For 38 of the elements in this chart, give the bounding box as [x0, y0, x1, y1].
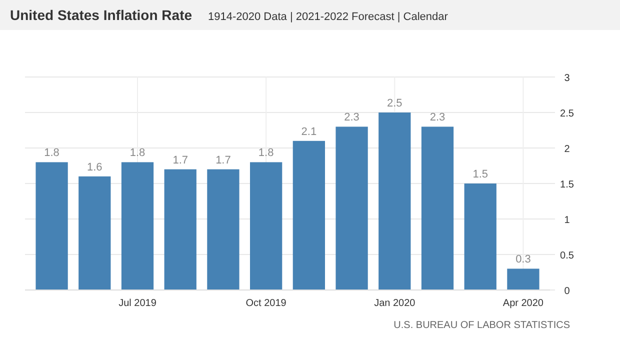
x-tick-label: Jan 2020	[374, 298, 416, 309]
bar	[421, 126, 454, 290]
text: U.S. BUREAU OF LABOR STATISTICS	[394, 320, 570, 331]
bar	[507, 268, 540, 290]
bar	[78, 176, 111, 290]
bar	[336, 126, 368, 290]
bar	[36, 162, 68, 290]
bar	[207, 169, 240, 290]
x-tick-label: Oct 2019	[246, 298, 287, 309]
data-label: 2.5	[386, 98, 402, 110]
data-label: 1.7	[172, 154, 188, 166]
bar	[164, 169, 196, 290]
y-tick-label: 1.5	[560, 180, 574, 190]
bar	[378, 112, 411, 290]
chart-subtitle: 1914-2020 Data | 2021-2022 Forecast | Calendar	[208, 11, 448, 23]
data-label: 0.3	[516, 254, 531, 266]
data-label: 2.1	[301, 126, 317, 138]
data-label: 2.3	[430, 112, 446, 124]
chart-title: United States Inflation Rate	[10, 7, 192, 23]
data-label: 1.8	[258, 147, 274, 160]
data-label: 1.7	[216, 154, 231, 166]
data-label: 1.8	[44, 147, 60, 160]
bar	[250, 162, 282, 290]
bar	[464, 184, 496, 290]
y-tick-label: 2.5	[560, 108, 574, 120]
y-tick-label: 2	[564, 144, 570, 155]
y-tick-label: 3	[564, 73, 570, 84]
x-tick-label: Jul 2019	[118, 298, 157, 309]
data-label: 1.8	[130, 147, 146, 160]
bar	[121, 162, 154, 290]
data-label: 1.6	[86, 161, 102, 174]
y-tick-label: 0.5	[560, 250, 574, 262]
x-tick-label: Apr 2020	[502, 298, 544, 309]
y-tick-label: 0	[564, 286, 570, 297]
y-tick-label: 1	[564, 215, 570, 226]
data-label: 1.5	[472, 168, 488, 180]
bar	[292, 140, 325, 290]
data-label: 2.3	[344, 112, 360, 124]
